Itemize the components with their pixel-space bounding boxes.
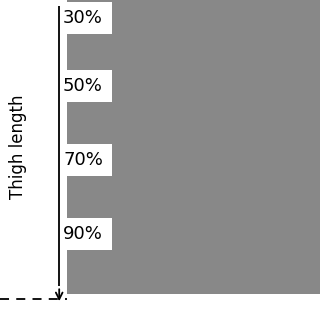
Text: 50%: 50% bbox=[63, 77, 103, 95]
Bar bbox=[67, 0, 320, 294]
Bar bbox=[61, 218, 112, 250]
Bar bbox=[61, 2, 112, 34]
Text: Thigh length: Thigh length bbox=[9, 95, 27, 199]
Text: 70%: 70% bbox=[63, 151, 103, 169]
Bar bbox=[0, 0, 67, 320]
Bar bbox=[61, 70, 112, 102]
Text: 90%: 90% bbox=[63, 225, 103, 243]
Bar bbox=[61, 144, 112, 176]
Text: 30%: 30% bbox=[63, 9, 103, 27]
